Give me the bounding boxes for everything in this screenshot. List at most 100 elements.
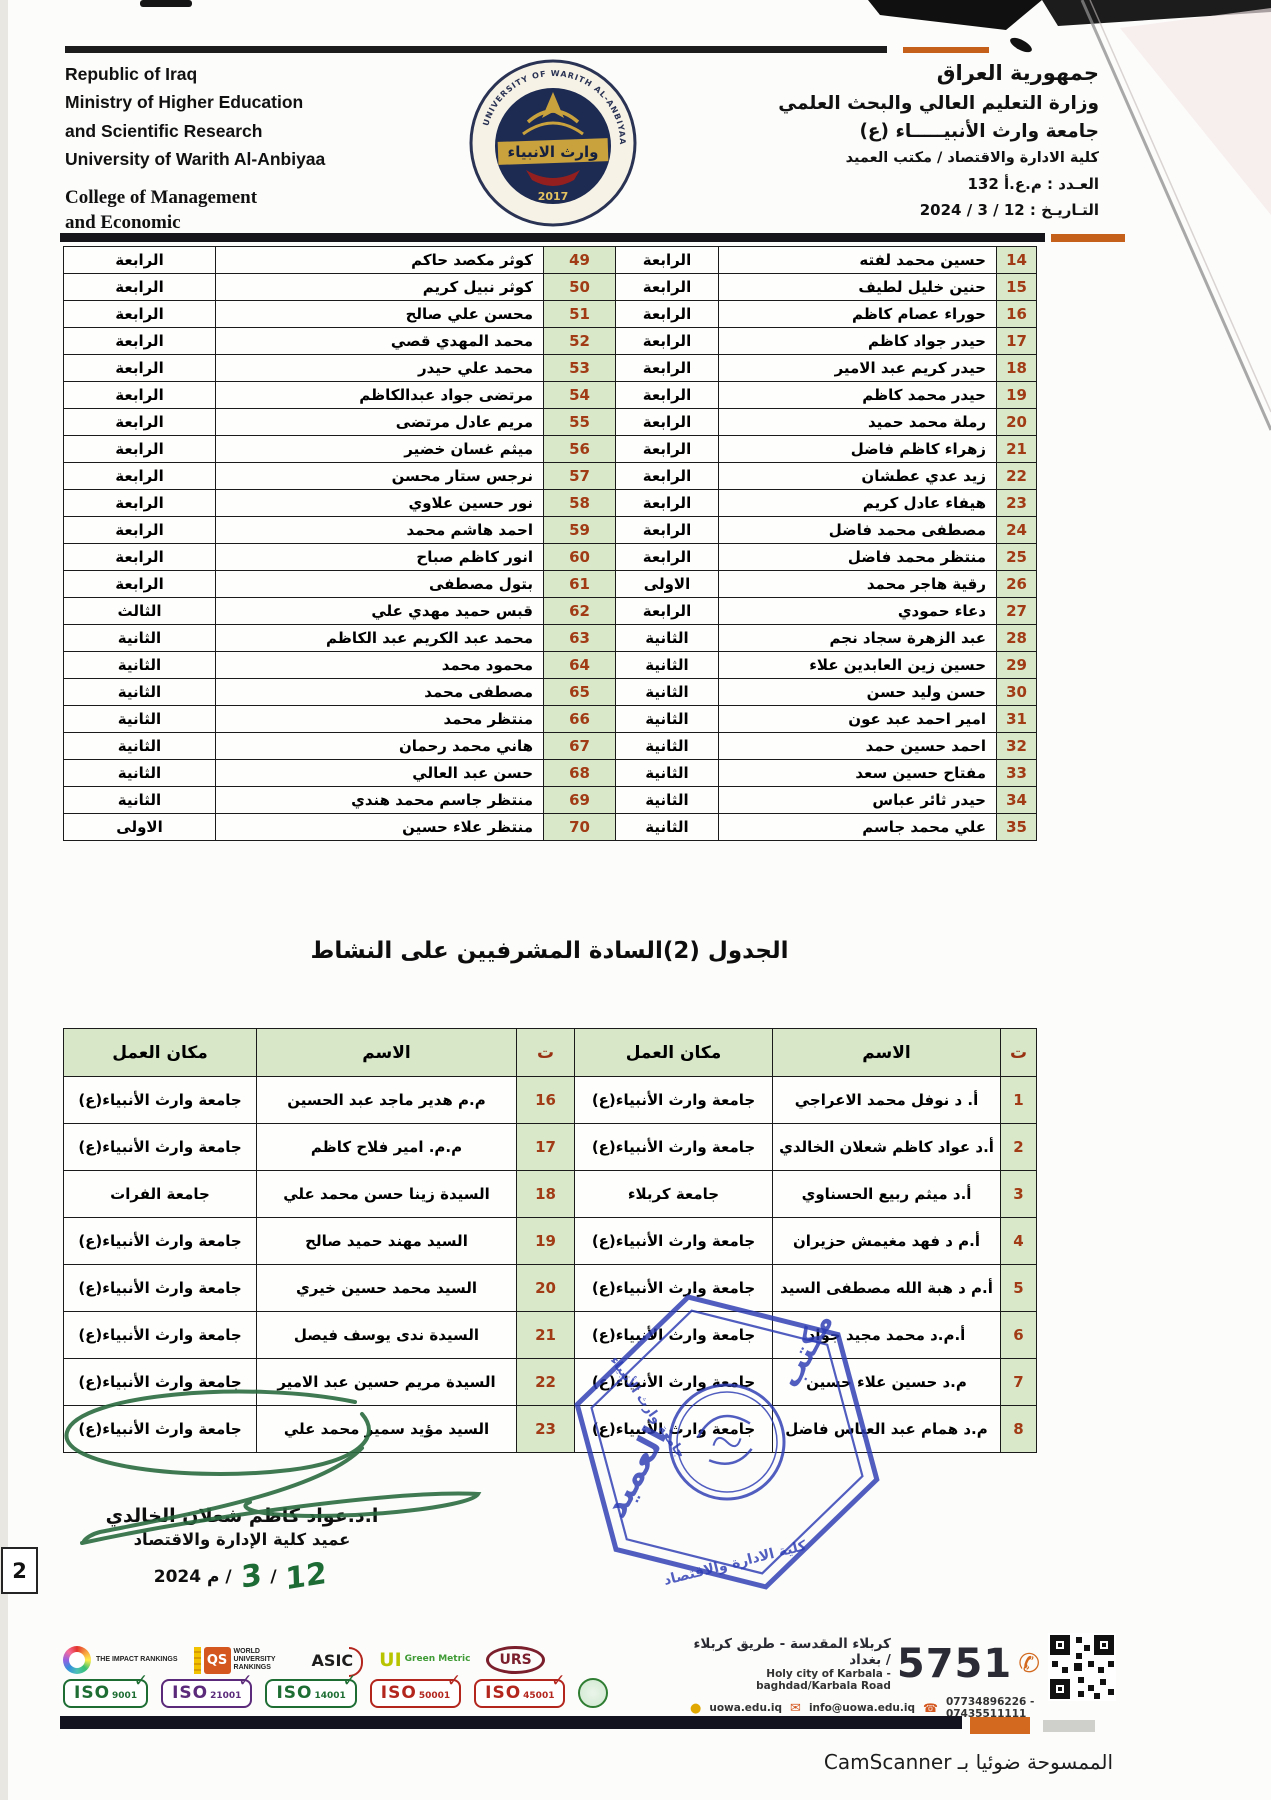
camscanner-watermark: الممسوحة ضوئيا بـ CamScanner bbox=[823, 1750, 1113, 1774]
footer-bar-accent bbox=[970, 1717, 1030, 1734]
table1-cell-n2: 69 bbox=[543, 786, 616, 814]
table2-row: 7 م.د حسين علاء حسين جامعة وارث الأنبياء(ع… bbox=[63, 1358, 1037, 1406]
table2-cell-n1: 7 bbox=[1000, 1358, 1037, 1406]
table1-cell-n1: 20 bbox=[996, 408, 1037, 436]
table2-cell-place1: جامعة وارث الأنبياء(ع) bbox=[574, 1217, 773, 1265]
table1-cell-name2: كوثر مكصد حاكم bbox=[215, 246, 544, 274]
table1-cell-n2: 50 bbox=[543, 273, 616, 301]
table1-cell-name2: احمد هاشم محمد bbox=[215, 516, 544, 544]
header-rule bbox=[65, 46, 887, 53]
table1-cell-st1: الرابعة bbox=[615, 597, 719, 625]
table2-cell-n1: 6 bbox=[1000, 1311, 1037, 1359]
table1-cell-st2: الثانية bbox=[63, 732, 216, 760]
table1-row: 35 علي محمد جاسم الثانية 70 منتظر علاء حسين ا… bbox=[63, 813, 1037, 841]
table1-cell-st1: الرابعة bbox=[615, 489, 719, 517]
table2-cell-n2: 17 bbox=[516, 1123, 575, 1171]
table2-cell-n2: 21 bbox=[516, 1311, 575, 1359]
table1-cell-n2: 64 bbox=[543, 651, 616, 679]
table2-cell-name1: أ.م.د محمد مجيد جواد bbox=[772, 1311, 1001, 1359]
table1-cell-name2: محمد عبد الكريم عبد الكاظم bbox=[215, 624, 544, 652]
iso-badge-21001: ISO 21001 ✓ bbox=[161, 1671, 253, 1708]
header-college-en: College of Management and Economic bbox=[65, 187, 258, 234]
handwritten-month: 3 bbox=[240, 1557, 262, 1596]
header-separator bbox=[60, 233, 1045, 242]
header-country-en: Republic of Iraq bbox=[65, 64, 198, 84]
table1-cell-name1: امير احمد عبد عون bbox=[718, 705, 997, 733]
table2-cell-n1: 2 bbox=[1000, 1123, 1037, 1171]
table1-cell-n1: 15 bbox=[996, 273, 1037, 301]
asic-logo: ASIC bbox=[312, 1646, 364, 1677]
table2-header-4: الاسم bbox=[256, 1028, 517, 1077]
table1-cell-st1: الثانية bbox=[615, 786, 719, 814]
table1-row: 23 هيفاء عادل كريم الرابعة 58 نور حسين علاوي… bbox=[63, 489, 1037, 517]
table1-row: 17 حيدر جواد كاظم الرابعة 52 محمد المهدي قصي… bbox=[63, 327, 1037, 355]
university-logo-emblem: UNIVERSITY OF WARITH AL-ANBIYAA وارث الا… bbox=[468, 52, 638, 234]
table1-row: 30 حسن وليد حسن الثانية 65 مصطفى محمد الثانية bbox=[63, 678, 1037, 706]
table1-cell-n1: 34 bbox=[996, 786, 1037, 814]
table1-cell-n2: 63 bbox=[543, 624, 616, 652]
table1-row: 20 رملة محمد حميد الرابعة 55 مريم عادل مرتضى… bbox=[63, 408, 1037, 436]
table2-cell-place1: جامعة كربلاء bbox=[574, 1170, 773, 1218]
table1-cell-n2: 52 bbox=[543, 327, 616, 355]
table2-cell-name1: أ.د ميثم ربيع الحسناوي bbox=[772, 1170, 1001, 1218]
iso-badges-row: ISO 9001 ✓ ISO 21001 ✓ ISO 14001 ✓ ISO 50001 ✓ ISO 45… bbox=[63, 1671, 609, 1708]
table1-row: 22 زيد عدي عطشان الرابعة 57 نرجس ستار محسن ال… bbox=[63, 462, 1037, 490]
table2-cell-name2: السيد مهند حميد صالح bbox=[256, 1217, 517, 1265]
table1-row: 32 احمد حسين حمد الثانية 67 هاني محمد رحمان ا… bbox=[63, 732, 1037, 760]
table2-cell-n2: 23 bbox=[516, 1405, 575, 1453]
table2-cell-place1: جامعة وارث الأنبياء(ع) bbox=[574, 1264, 773, 1312]
table1-cell-n2: 54 bbox=[543, 381, 616, 409]
table1-cell-name1: زيد عدي عطشان bbox=[718, 462, 997, 490]
table1-cell-n1: 25 bbox=[996, 543, 1037, 571]
table1-cell-name2: حسن عبد العالي bbox=[215, 759, 544, 787]
table2-header-5: مكان العمل bbox=[63, 1028, 257, 1077]
table1-cell-n2: 66 bbox=[543, 705, 616, 733]
qr-code-icon bbox=[1048, 1633, 1116, 1701]
table1-cell-name1: رملة محمد حميد bbox=[718, 408, 997, 436]
table1-cell-name1: حسين زين العابدين علاء bbox=[718, 651, 997, 679]
page-number: 2 bbox=[1, 1547, 38, 1594]
qs-logo: QS WORLD UNIVERSITY RANKINGS bbox=[193, 1646, 296, 1674]
table1-cell-st1: الثانية bbox=[615, 651, 719, 679]
table1-cell-name2: محمود محمد bbox=[215, 651, 544, 679]
table1-cell-st1: الرابعة bbox=[615, 246, 719, 274]
table1-cell-n1: 31 bbox=[996, 705, 1037, 733]
header-country-ar: جمهورية العراق bbox=[936, 61, 1099, 85]
table1-cell-n1: 26 bbox=[996, 570, 1037, 598]
table1-cell-st2: الرابعة bbox=[63, 246, 216, 274]
table1-cell-n1: 33 bbox=[996, 759, 1037, 787]
table1-row: 15 حنين خليل لطيف الرابعة 50 كوثر نبيل كريم ا… bbox=[63, 273, 1037, 301]
table2-header-0: ت bbox=[1000, 1028, 1037, 1077]
table1-cell-st2: الرابعة bbox=[63, 408, 216, 436]
document-number: العـدد : م.ع.أ 132 bbox=[967, 174, 1100, 193]
table1-cell-name2: محسن علي صالح bbox=[215, 300, 544, 328]
svg-text:2017: 2017 bbox=[538, 190, 569, 203]
table1-cell-n2: 62 bbox=[543, 597, 616, 625]
table1-cell-st1: الثانية bbox=[615, 678, 719, 706]
table1-cell-n1: 19 bbox=[996, 381, 1037, 409]
table2-cell-n2: 18 bbox=[516, 1170, 575, 1218]
table2-cell-n2: 19 bbox=[516, 1217, 575, 1265]
table1-cell-name2: منتظر علاء حسين bbox=[215, 813, 544, 841]
footer-contact-block: كربلاء المقدسة - طريق كربلاء / بغداد Hol… bbox=[690, 1636, 1040, 1720]
table1-cell-name2: منتظر محمد bbox=[215, 705, 544, 733]
table1-cell-st1: الرابعة bbox=[615, 381, 719, 409]
table2-title: الجدول (2)السادة المشرفيين على النشاط bbox=[310, 938, 789, 964]
table1-cell-n2: 51 bbox=[543, 300, 616, 328]
header-arabic-block: جمهورية العراق وزارة التعليم العالي والب… bbox=[659, 58, 1099, 223]
iso-badge-50001: ISO 50001 ✓ bbox=[369, 1671, 462, 1708]
table2-cell-name2: السيدة ندى يوسف فيصل bbox=[256, 1311, 517, 1359]
table1-cell-st2: الرابعة bbox=[63, 354, 216, 382]
check-icon: ✓ bbox=[238, 1670, 253, 1691]
table2-header-2: مكان العمل bbox=[574, 1028, 773, 1077]
table1-cell-st2: الثانية bbox=[63, 705, 216, 733]
table1-cell-name2: انور كاظم صباح bbox=[215, 543, 544, 571]
check-icon: ✓ bbox=[133, 1670, 149, 1691]
table1-row: 18 حيدر كريم عبد الامير الرابعة 53 محمد علي … bbox=[63, 354, 1037, 382]
table1-cell-n1: 35 bbox=[996, 813, 1037, 841]
iso-badge-9001: ISO 9001 ✓ bbox=[63, 1671, 149, 1708]
table2-header-row: ت الاسم مكان العمل ت الاسم مكان العمل bbox=[63, 1028, 1037, 1077]
table1-cell-st1: الرابعة bbox=[615, 516, 719, 544]
table1-cell-st2: الثانية bbox=[63, 786, 216, 814]
